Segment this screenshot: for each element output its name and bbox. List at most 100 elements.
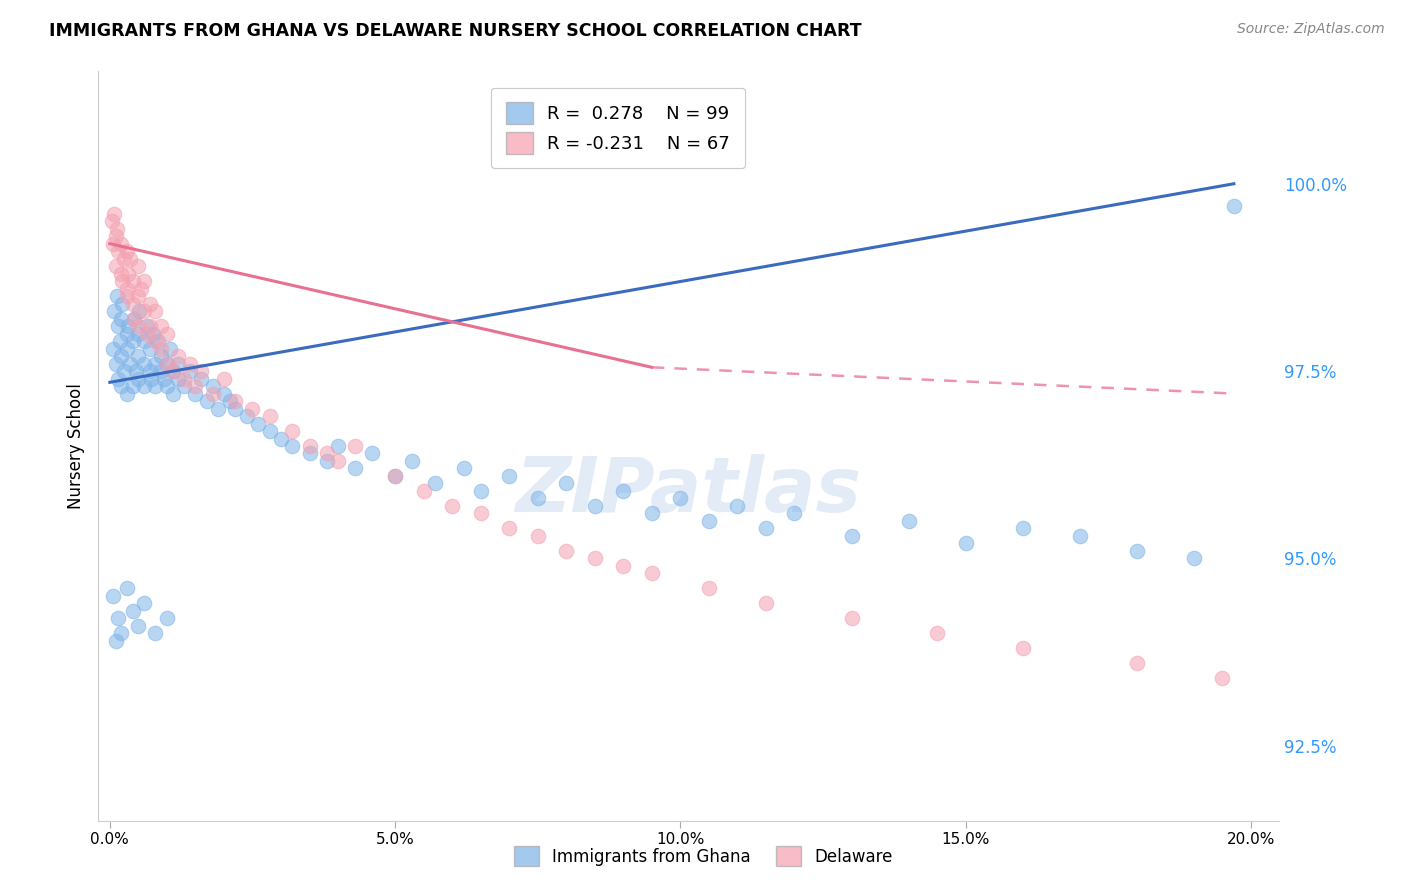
Point	[139, 296, 162, 310]
Point	[110, 236, 132, 251]
Point	[145, 379, 167, 393]
Point	[153, 371, 176, 385]
Point	[104, 259, 127, 273]
Point	[122, 311, 145, 326]
Point	[259, 424, 281, 438]
Point	[156, 357, 179, 371]
Point	[401, 454, 423, 468]
Point	[955, 536, 977, 550]
Point	[115, 244, 138, 259]
Point	[725, 499, 748, 513]
Point	[121, 604, 143, 618]
Point	[498, 469, 520, 483]
Point	[121, 274, 143, 288]
Point	[139, 319, 162, 334]
Point	[127, 619, 149, 633]
Point	[236, 409, 259, 423]
Point	[103, 207, 125, 221]
Point	[156, 326, 179, 341]
Point	[162, 364, 184, 378]
Text: ZIPatlas: ZIPatlas	[516, 454, 862, 528]
Point	[242, 401, 264, 416]
Point	[145, 334, 167, 348]
Point	[669, 491, 692, 506]
Point	[118, 357, 141, 371]
Point	[105, 221, 128, 235]
Point	[101, 236, 124, 251]
Point	[583, 499, 606, 513]
Point	[110, 267, 132, 281]
Point	[112, 364, 135, 378]
Point	[270, 432, 292, 446]
Point	[107, 611, 129, 625]
Point	[326, 454, 349, 468]
Point	[1126, 657, 1149, 671]
Point	[841, 611, 863, 625]
Point	[127, 319, 149, 334]
Point	[139, 342, 162, 356]
Point	[641, 566, 664, 581]
Point	[453, 461, 475, 475]
Point	[115, 282, 138, 296]
Point	[115, 326, 138, 341]
Point	[755, 596, 778, 610]
Point	[167, 371, 190, 385]
Point	[259, 409, 281, 423]
Point	[105, 289, 128, 303]
Y-axis label: Nursery School: Nursery School	[66, 383, 84, 509]
Point	[150, 364, 173, 378]
Point	[103, 304, 125, 318]
Point	[641, 507, 664, 521]
Point	[1182, 551, 1205, 566]
Point	[117, 319, 139, 334]
Point	[148, 334, 170, 348]
Point	[111, 274, 134, 288]
Point	[412, 483, 434, 498]
Point	[298, 439, 321, 453]
Point	[344, 461, 367, 475]
Point	[112, 252, 135, 266]
Point	[121, 296, 143, 310]
Point	[526, 491, 548, 506]
Point	[139, 371, 162, 385]
Point	[110, 379, 132, 393]
Point	[470, 507, 492, 521]
Point	[212, 386, 235, 401]
Point	[298, 446, 321, 460]
Point	[344, 439, 367, 453]
Point	[361, 446, 384, 460]
Point	[207, 401, 229, 416]
Point	[281, 439, 304, 453]
Point	[190, 371, 212, 385]
Point	[110, 349, 132, 363]
Point	[162, 386, 184, 401]
Point	[107, 244, 129, 259]
Point	[132, 379, 155, 393]
Point	[142, 326, 165, 341]
Point	[281, 424, 304, 438]
Point	[224, 401, 246, 416]
Point	[783, 507, 806, 521]
Point	[179, 357, 201, 371]
Point	[1011, 521, 1033, 535]
Point	[132, 304, 155, 318]
Point	[127, 371, 149, 385]
Point	[135, 319, 157, 334]
Point	[423, 476, 446, 491]
Point	[218, 394, 240, 409]
Point	[173, 371, 195, 385]
Point	[115, 342, 138, 356]
Point	[121, 334, 143, 348]
Point	[111, 296, 134, 310]
Point	[117, 267, 139, 281]
Point	[145, 357, 167, 371]
Point	[124, 364, 146, 378]
Point	[384, 469, 406, 483]
Point	[201, 379, 224, 393]
Point	[470, 483, 492, 498]
Point	[441, 499, 464, 513]
Point	[173, 379, 195, 393]
Point	[612, 558, 634, 573]
Point	[1126, 544, 1149, 558]
Point	[122, 311, 145, 326]
